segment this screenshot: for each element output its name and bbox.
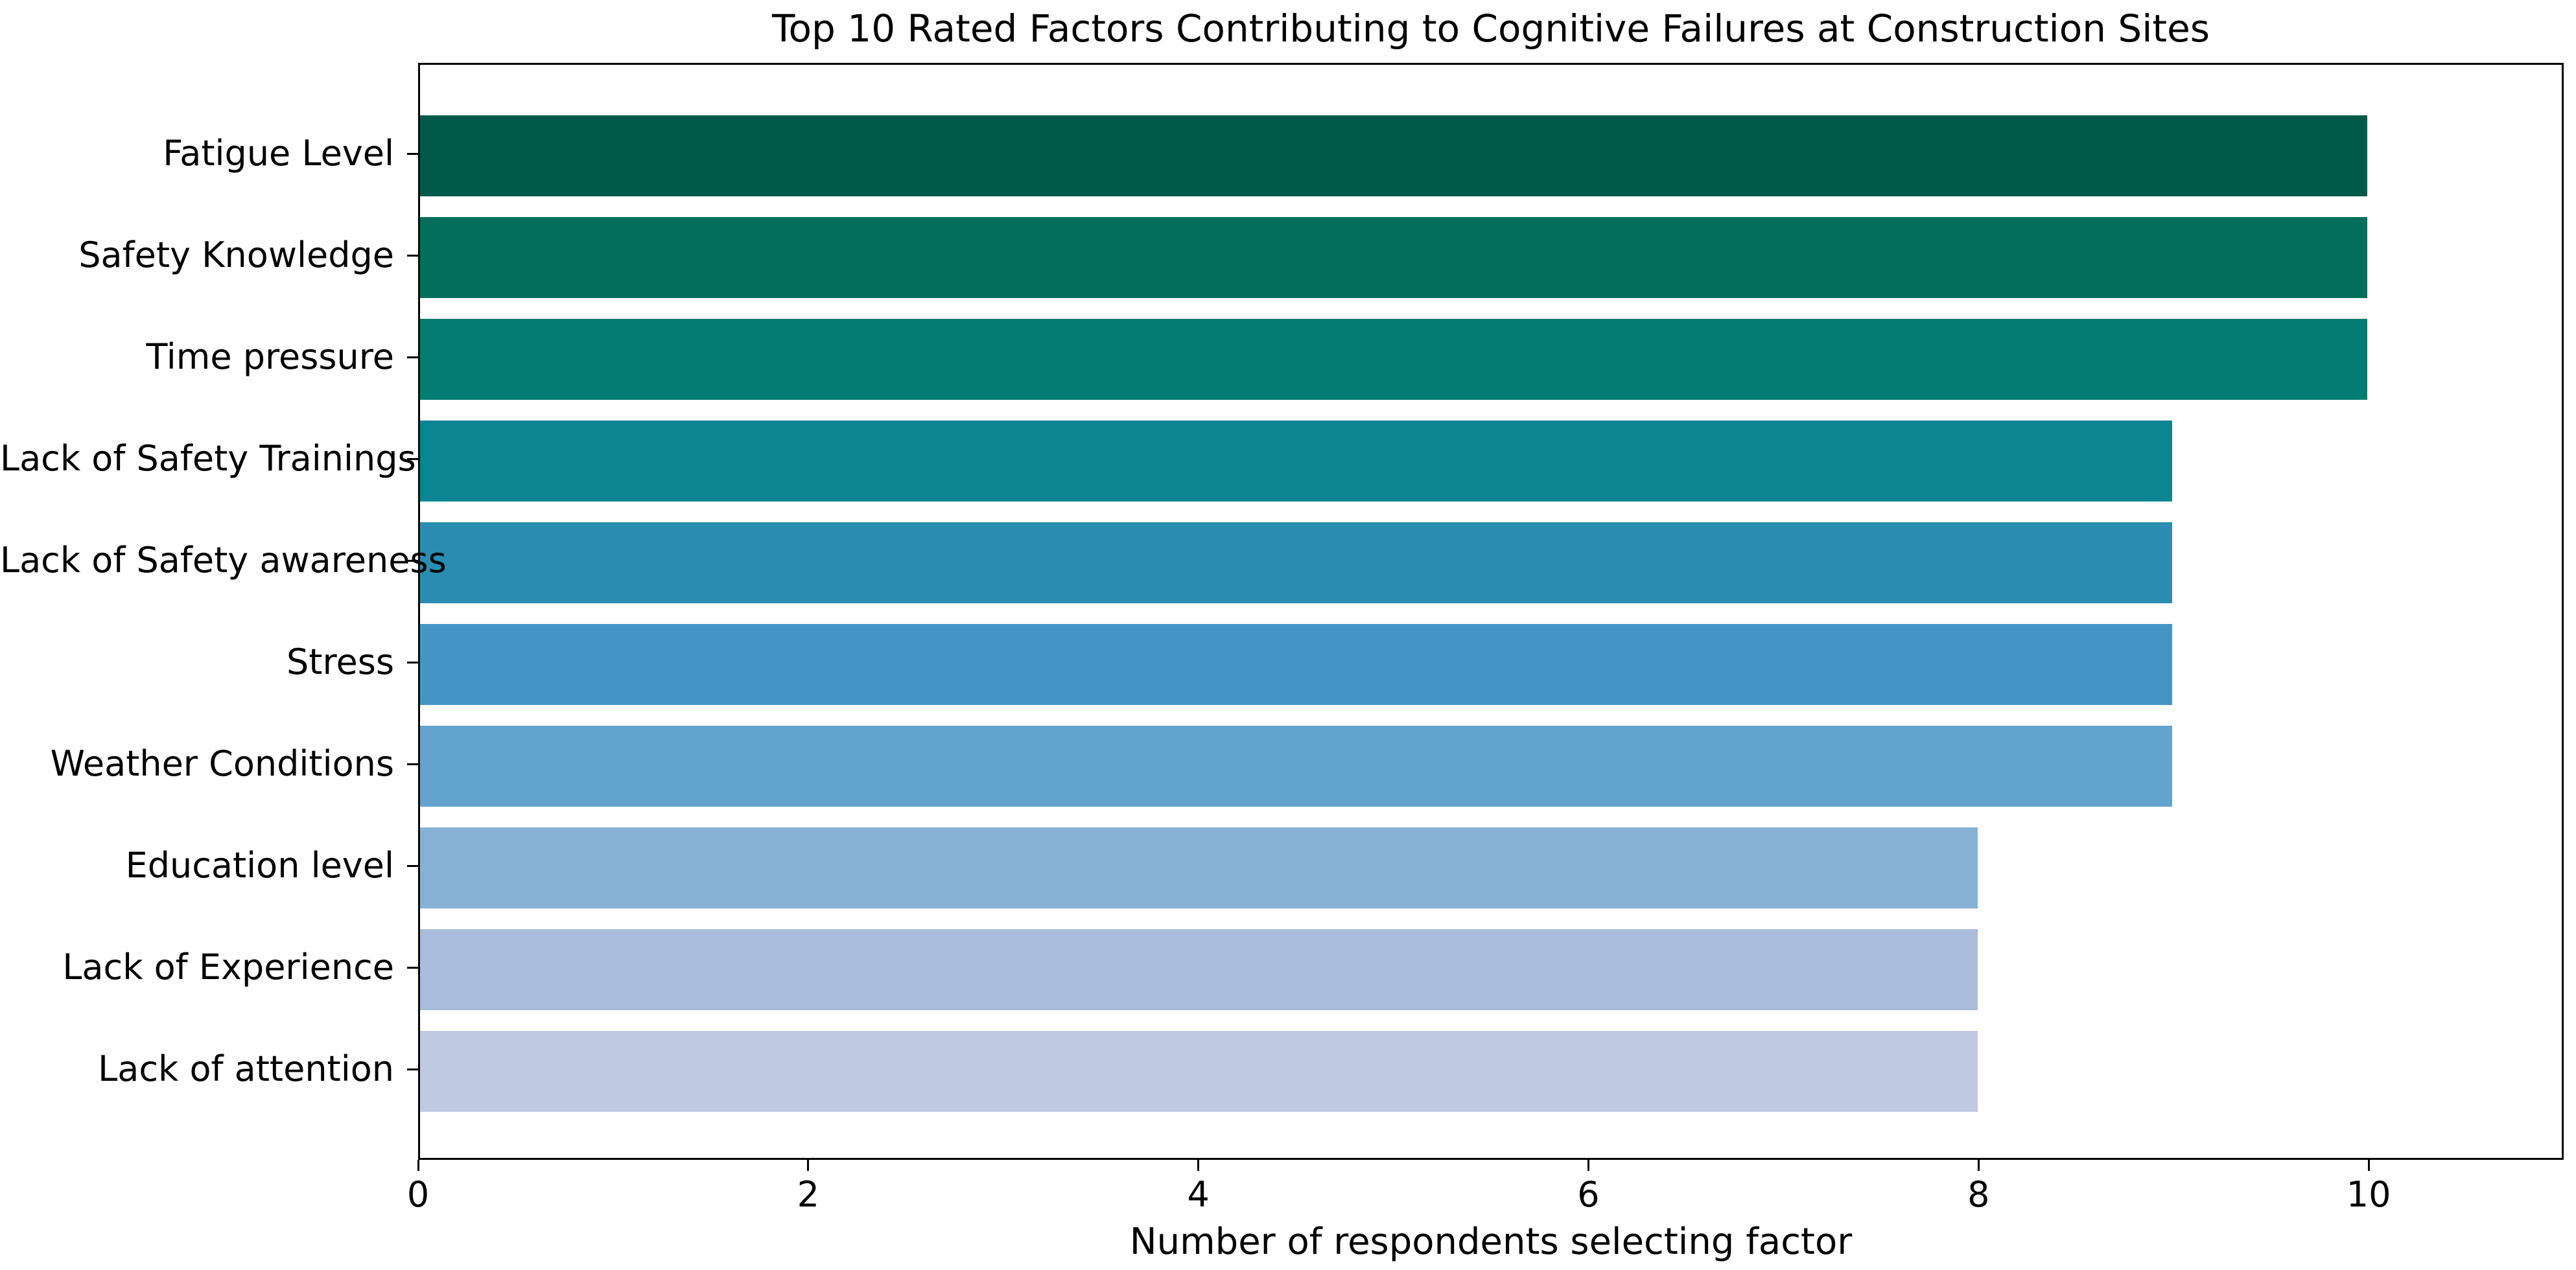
y-tick-mark — [407, 559, 418, 562]
y-tick-mark — [407, 457, 418, 460]
x-tick-label: 4 — [1187, 1174, 1210, 1215]
bar — [420, 827, 1978, 908]
y-tick-mark — [407, 356, 418, 358]
bar — [420, 623, 2173, 705]
bar — [420, 725, 2173, 807]
x-axis-label: Number of respondents selecting factor — [1129, 1221, 1853, 1263]
x-tick-mark — [1587, 1160, 1589, 1171]
y-tick-label: Weather Conditions — [50, 743, 394, 784]
bar — [420, 522, 2173, 603]
bar — [420, 929, 1978, 1010]
y-tick-mark — [407, 864, 418, 867]
y-tick-mark — [407, 763, 418, 765]
y-tick-label: Lack of Safety Trainings — [0, 438, 416, 479]
bar — [420, 115, 2367, 196]
y-tick-label: Lack of Experience — [62, 947, 394, 987]
y-tick-label: Fatigue Level — [163, 133, 394, 174]
x-tick-mark — [2367, 1160, 2370, 1171]
y-tick-mark — [407, 1068, 418, 1070]
y-tick-mark — [407, 966, 418, 969]
x-tick-label: 6 — [1577, 1174, 1600, 1215]
bar — [420, 420, 2173, 502]
x-tick-mark — [1197, 1160, 1200, 1171]
x-tick-label: 10 — [2346, 1174, 2391, 1215]
x-tick-label: 2 — [797, 1174, 819, 1215]
bar — [420, 1030, 1978, 1112]
y-tick-mark — [407, 152, 418, 155]
bar — [420, 318, 2367, 400]
x-tick-mark — [807, 1160, 810, 1171]
x-tick-label: 8 — [1967, 1174, 1990, 1215]
y-tick-label: Education level — [125, 845, 394, 886]
x-tick-label: 0 — [406, 1174, 430, 1215]
x-tick-mark — [417, 1160, 419, 1171]
y-tick-label: Lack of attention — [98, 1048, 394, 1089]
y-tick-label: Stress — [287, 641, 394, 682]
y-tick-mark — [407, 254, 418, 257]
y-tick-mark — [407, 661, 418, 664]
bar — [420, 216, 2367, 298]
chart-title: Top 10 Rated Factors Contributing to Cog… — [771, 6, 2210, 51]
y-tick-label: Lack of Safety awareness — [0, 540, 447, 581]
y-tick-label: Safety Knowledge — [78, 235, 394, 275]
plot-area — [418, 63, 2564, 1160]
x-tick-mark — [1977, 1160, 1980, 1171]
y-tick-label: Time pressure — [146, 336, 394, 377]
